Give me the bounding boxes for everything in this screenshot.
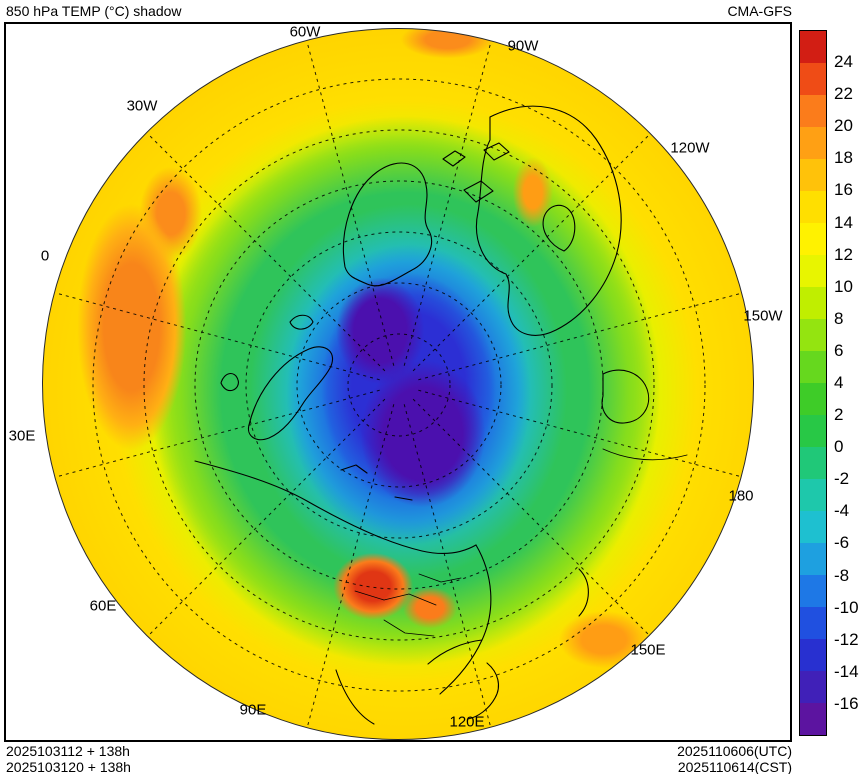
colorbar-tick-label: 18 — [834, 148, 853, 168]
colorbar-cell — [800, 511, 826, 543]
temperature-field-map — [42, 28, 754, 740]
coastlines — [194, 105, 688, 725]
colorbar-tick-label: -10 — [834, 597, 859, 617]
init-time-line-1: 2025103112 + 138h — [6, 743, 130, 759]
valid-time-utc: 2025110606(UTC) — [677, 743, 792, 759]
colorbar-cell — [800, 351, 826, 383]
lon-label-180: 180 — [728, 487, 754, 505]
colorbar-tick-label: 6 — [834, 340, 844, 360]
page-title: 850 hPa TEMP (°C) shadow — [6, 3, 182, 19]
lon-label-0: 0 — [40, 247, 50, 265]
colorbar-tick-label: 2 — [834, 405, 844, 425]
colorbar-cell — [800, 287, 826, 319]
lon-label-60w: 60W — [289, 23, 321, 41]
colorbar-cell — [800, 415, 826, 447]
plot-frame — [4, 22, 792, 742]
colorbar-tick-labels: 24 22 20 18 16 14 12 10 8 6 4 2 0 -2 -4 -6 -8 -10 -12 -14 -1… — [834, 30, 860, 742]
colorbar-tick-label: -14 — [834, 661, 859, 681]
colorbar-tick-label: 20 — [834, 116, 853, 136]
colorbar-tick-label: 12 — [834, 244, 853, 264]
colorbar-cell — [800, 479, 826, 511]
lon-label-30e: 30E — [8, 427, 36, 445]
colorbar-cell — [800, 223, 826, 255]
lon-label-90w: 90W — [507, 37, 539, 55]
colorbar-tick-label: -2 — [834, 469, 850, 489]
colorbar-tick-label: 24 — [834, 52, 853, 72]
lon-label-150w: 150W — [743, 307, 783, 325]
lon-label-150e: 150E — [630, 641, 666, 659]
colorbar-tick-label: -8 — [834, 565, 850, 585]
colorbar-cell — [800, 703, 826, 735]
lon-label-30w: 30W — [126, 97, 158, 115]
colorbar-tick-label: 0 — [834, 437, 844, 457]
colorbar-cell — [800, 31, 826, 63]
colorbar-cell — [800, 127, 826, 159]
colorbar-cell — [800, 159, 826, 191]
colorbar-tick-label: -6 — [834, 533, 850, 553]
colorbar-tick-label: -16 — [834, 693, 859, 713]
colorbar-cell — [800, 63, 826, 95]
colorbar-cell — [800, 255, 826, 287]
colorbar-tick-label: 4 — [834, 373, 844, 392]
init-time-line-2: 2025103120 + 138h — [6, 759, 131, 774]
colorbar-cell — [800, 383, 826, 415]
colorbar-cell — [800, 639, 826, 671]
colorbar-cell — [800, 191, 826, 223]
lon-label-60e: 60E — [89, 597, 117, 615]
colorbar-tick-label: 14 — [834, 212, 853, 232]
colorbar-cell — [800, 543, 826, 575]
colorbar-cell — [800, 319, 826, 351]
colorbar-tick-label: 10 — [834, 276, 853, 296]
meridian-lines — [55, 41, 743, 729]
colorbar — [799, 30, 827, 736]
lon-label-120w: 120W — [670, 139, 710, 157]
colorbar-tick-label: -12 — [834, 629, 859, 649]
colorbar-cell — [800, 575, 826, 607]
graticule-coastlines-overlay — [55, 41, 743, 729]
colorbar-tick-label: 8 — [834, 308, 844, 328]
model-label: CMA-GFS — [727, 3, 792, 19]
colorbar-tick-label: 22 — [834, 84, 853, 104]
colorbar-cell — [800, 607, 826, 639]
colorbar-cell — [800, 671, 826, 703]
colorbar-cell — [800, 95, 826, 127]
colorbar-tick-label: -4 — [834, 501, 850, 521]
lon-label-90e: 90E — [239, 701, 267, 719]
valid-time-cst: 2025110614(CST) — [677, 759, 792, 774]
colorbar-tick-label: 16 — [834, 180, 853, 200]
colorbar-cell — [800, 447, 826, 479]
lon-label-120e: 120E — [449, 713, 485, 731]
